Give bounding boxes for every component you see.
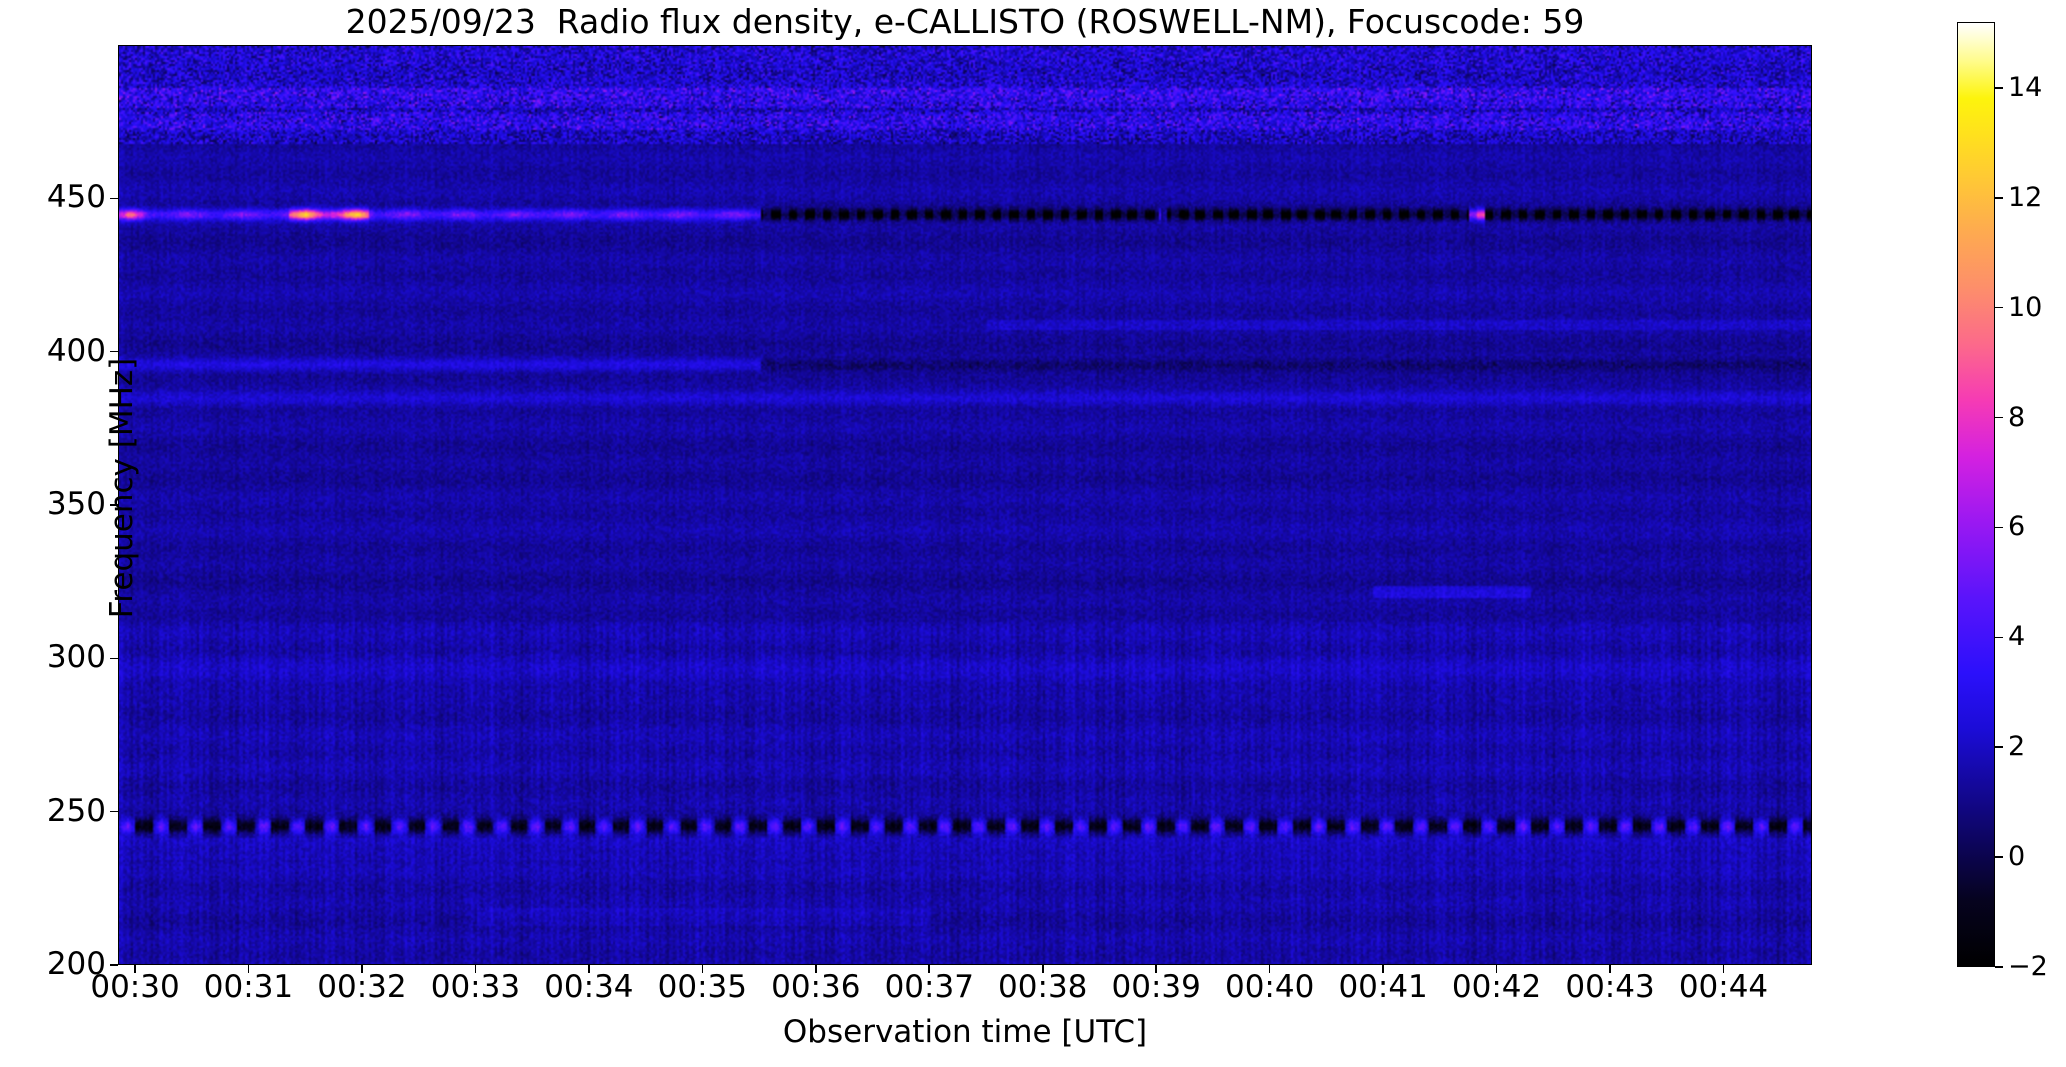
colorbar-tick-mark [1995, 746, 2003, 749]
spectrogram-plot-area[interactable] [118, 45, 1812, 965]
x-tick-mark [1495, 965, 1498, 973]
y-tick-label: 350 [46, 486, 106, 522]
x-tick-mark [474, 965, 477, 973]
colorbar-tick-mark [1995, 416, 2003, 419]
colorbar-tick-mark [1995, 87, 2003, 89]
y-tick-label: 450 [46, 179, 106, 216]
y-tick-mark [110, 350, 118, 353]
colorbar-tick-label: 14 [2008, 71, 2043, 103]
x-tick-mark [1722, 965, 1725, 973]
x-tick-mark [134, 965, 136, 973]
colorbar-tick-label: 6 [2008, 511, 2026, 543]
x-tick-mark [1609, 965, 1611, 973]
x-tick-label: 00:41 [1338, 969, 1428, 1005]
colorbar-tick-label: 10 [2008, 291, 2043, 323]
y-tick-mark [110, 810, 118, 813]
colorbar-tick-label: 2 [2008, 731, 2026, 763]
x-tick-label: 00:30 [90, 969, 180, 1005]
colorbar-tick-label: −2 [2008, 951, 2048, 982]
y-tick-label: 400 [46, 332, 106, 369]
x-tick-mark [701, 965, 704, 973]
x-tick-label: 00:31 [203, 969, 294, 1005]
x-tick-mark [361, 965, 363, 973]
colorbar-tick-label: 8 [2008, 401, 2026, 433]
y-tick-label: 300 [46, 639, 106, 676]
x-tick-label: 00:32 [317, 969, 407, 1005]
x-tick-mark [928, 965, 931, 973]
colorbar-tick-label: 12 [2008, 181, 2043, 213]
x-tick-label: 00:36 [771, 969, 861, 1005]
page-title: 2025/09/23 Radio flux density, e-CALLIST… [345, 2, 1585, 41]
colorbar-tick-mark [1995, 306, 2003, 309]
colorbar-tick-mark [1995, 526, 2003, 529]
y-tick-label: 200 [46, 946, 106, 982]
colorbar-tick-label: 0 [2008, 841, 2026, 873]
x-tick-mark [588, 965, 590, 973]
x-tick-mark [814, 965, 817, 973]
x-tick-mark [247, 965, 250, 973]
colorbar-tick-mark [1995, 966, 2003, 968]
y-tick-mark [110, 964, 118, 966]
x-tick-label: 00:38 [998, 969, 1088, 1005]
colorbar-gradient [1958, 23, 1994, 966]
x-tick-label: 00:40 [1224, 969, 1315, 1005]
y-tick-label: 250 [46, 792, 106, 829]
spectrogram-image [119, 46, 1811, 964]
x-tick-mark [1041, 965, 1044, 973]
colorbar-tick-mark [1995, 856, 2003, 858]
x-tick-label: 00:35 [657, 969, 747, 1005]
y-tick-mark [110, 657, 118, 660]
x-tick-label: 00:42 [1451, 969, 1542, 1005]
colorbar-tick-label: 4 [2008, 621, 2026, 653]
x-axis-label: Observation time [UTC] [782, 1014, 1148, 1050]
x-tick-mark [1382, 965, 1384, 973]
x-tick-label: 00:34 [544, 969, 634, 1005]
x-tick-label: 00:44 [1678, 969, 1769, 1005]
y-tick-mark [110, 504, 118, 506]
x-tick-mark [1155, 965, 1157, 973]
colorbar-tick-mark [1995, 636, 2003, 639]
x-tick-label: 00:37 [884, 969, 974, 1005]
x-tick-label: 00:33 [430, 969, 521, 1005]
y-tick-mark [110, 197, 118, 200]
colorbar[interactable] [1957, 22, 1995, 967]
x-tick-label: 00:43 [1565, 969, 1655, 1005]
x-tick-mark [1268, 965, 1271, 973]
colorbar-tick-mark [1995, 197, 2003, 199]
x-tick-label: 00:39 [1111, 969, 1201, 1005]
